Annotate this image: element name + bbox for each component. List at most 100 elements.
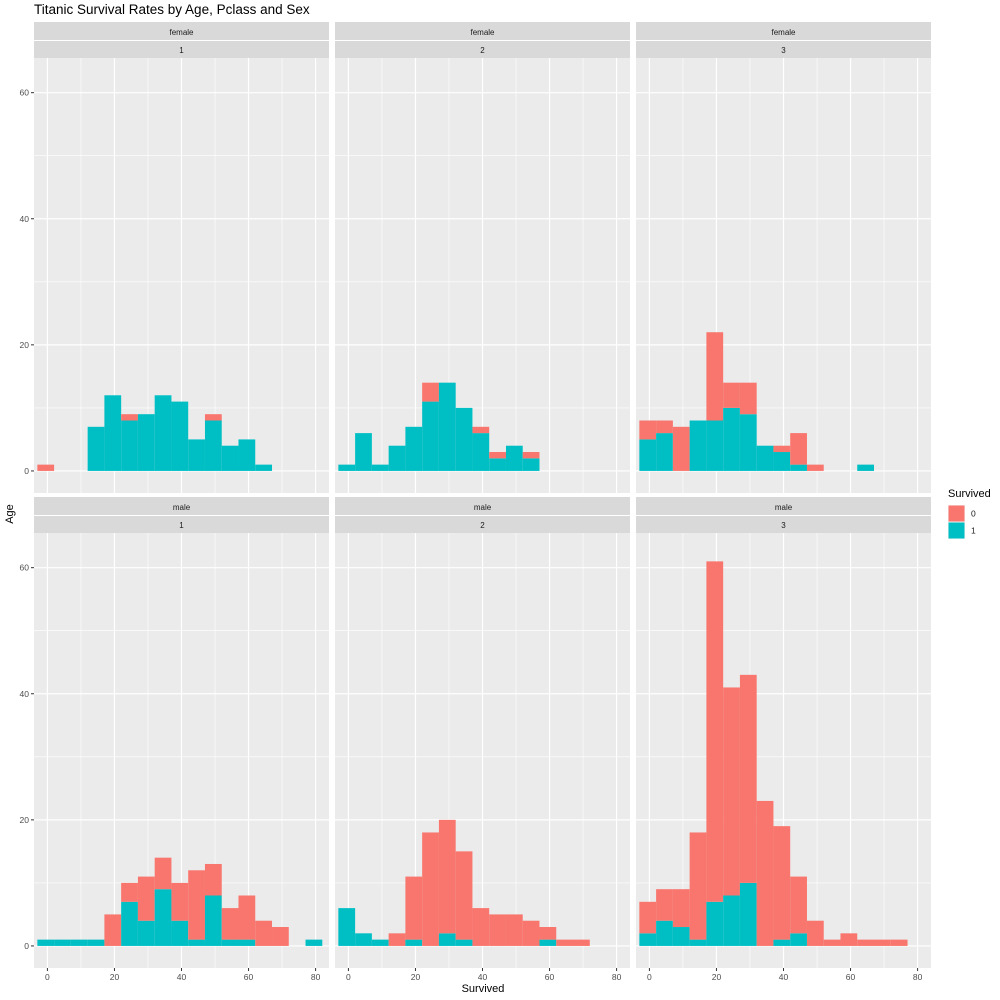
x-tick-label: 0 bbox=[45, 972, 50, 982]
bar-survived-1 bbox=[539, 939, 557, 946]
bar-survived-0 bbox=[556, 939, 574, 946]
bar-survived-1 bbox=[790, 464, 807, 471]
facet-panel-female-2: female 2 bbox=[335, 22, 630, 493]
bar-survived-1 bbox=[773, 939, 791, 946]
y-tick-label: 60 bbox=[20, 88, 30, 98]
bar-survived-0 bbox=[137, 876, 155, 921]
bar-survived-0 bbox=[773, 826, 791, 940]
bar-survived-1 bbox=[405, 939, 423, 946]
strip-label-pclass: 1 bbox=[179, 46, 184, 55]
bar-survived-0 bbox=[238, 895, 256, 940]
facet-panel-female-3: female 3 bbox=[636, 22, 931, 493]
y-tick-label: 60 bbox=[20, 563, 30, 573]
bar-survived-1 bbox=[154, 889, 172, 946]
bar-survived-0 bbox=[706, 561, 724, 902]
bar-survived-0 bbox=[438, 819, 456, 934]
x-tick-label: 60 bbox=[846, 972, 856, 982]
strip-label-sex: female bbox=[771, 28, 796, 37]
legend: Survived 0 1 bbox=[948, 488, 991, 539]
bar-survived-0 bbox=[790, 433, 807, 465]
bar-survived-0 bbox=[773, 445, 791, 453]
bar-survived-1 bbox=[355, 933, 372, 946]
bar-survived-1 bbox=[121, 901, 138, 946]
bar-survived-0 bbox=[739, 674, 757, 883]
bar-survived-1 bbox=[221, 939, 239, 946]
bar-survived-0 bbox=[221, 908, 239, 940]
bar-survived-0 bbox=[790, 876, 807, 934]
bar-survived-0 bbox=[472, 426, 490, 434]
bar-survived-0 bbox=[706, 332, 724, 421]
bar-survived-0 bbox=[656, 420, 673, 434]
x-tick-label: 60 bbox=[545, 972, 555, 982]
bar-survived-0 bbox=[37, 464, 55, 471]
bar-survived-1 bbox=[405, 426, 423, 471]
bar-survived-0 bbox=[689, 832, 707, 940]
bar-survived-1 bbox=[171, 401, 189, 471]
bar-survived-1 bbox=[70, 939, 88, 946]
bar-survived-0 bbox=[672, 889, 690, 928]
x-tick-label: 40 bbox=[177, 972, 187, 982]
bar-survived-1 bbox=[756, 445, 774, 471]
bar-survived-1 bbox=[137, 414, 155, 471]
bar-survived-1 bbox=[255, 464, 273, 471]
y-axis-title: Age bbox=[4, 504, 16, 524]
y-tick-label: 20 bbox=[20, 340, 30, 350]
facet-panels: female10204060female2female3male10204060… bbox=[20, 22, 931, 982]
x-tick-label: 40 bbox=[478, 972, 488, 982]
bar-survived-0 bbox=[823, 939, 841, 946]
bar-survived-1 bbox=[188, 939, 205, 946]
bar-survived-0 bbox=[840, 933, 858, 946]
bar-survived-1 bbox=[689, 939, 707, 946]
bar-survived-1 bbox=[371, 939, 389, 946]
bar-survived-0 bbox=[204, 863, 222, 896]
bar-survived-1 bbox=[221, 445, 239, 471]
bar-survived-0 bbox=[672, 426, 690, 471]
bar-survived-1 bbox=[656, 433, 673, 471]
bar-survived-0 bbox=[756, 800, 774, 946]
bar-survived-1 bbox=[238, 439, 256, 471]
strip-label-sex: female bbox=[169, 28, 194, 37]
strip-label-pclass: 3 bbox=[781, 521, 786, 530]
chart-title: Titanic Survival Rates by Age, Pclass an… bbox=[34, 2, 310, 17]
bar-survived-0 bbox=[422, 832, 439, 946]
x-tick-label: 0 bbox=[647, 972, 652, 982]
bar-survived-1 bbox=[121, 420, 138, 471]
x-tick-label: 80 bbox=[612, 972, 622, 982]
bar-survived-0 bbox=[489, 452, 506, 459]
bar-survived-0 bbox=[272, 927, 289, 946]
bar-survived-1 bbox=[773, 452, 791, 471]
bar-survived-0 bbox=[204, 414, 222, 421]
bar-survived-0 bbox=[121, 414, 138, 421]
bar-survived-1 bbox=[188, 439, 205, 471]
bar-survived-1 bbox=[438, 382, 456, 471]
bar-survived-1 bbox=[154, 395, 172, 471]
bar-survived-0 bbox=[255, 920, 273, 946]
bar-survived-1 bbox=[723, 407, 740, 471]
bar-survived-1 bbox=[723, 895, 740, 946]
bar-survived-1 bbox=[706, 901, 724, 946]
y-tick-label: 40 bbox=[20, 689, 30, 699]
bar-survived-1 bbox=[87, 939, 105, 946]
bar-survived-1 bbox=[656, 920, 673, 946]
bar-survived-1 bbox=[639, 933, 657, 946]
legend-label: 1 bbox=[971, 526, 976, 536]
x-tick-label: 20 bbox=[110, 972, 120, 982]
legend-title: Survived bbox=[948, 488, 991, 500]
strip-label-sex: male bbox=[775, 503, 793, 512]
y-tick-label: 20 bbox=[20, 815, 30, 825]
strip-label-pclass: 2 bbox=[480, 521, 485, 530]
x-tick-label: 60 bbox=[244, 972, 254, 982]
facet-panel-male-1: male 1 0 20 40 60 0 20 40 60 80 bbox=[20, 497, 329, 982]
bar-survived-1 bbox=[706, 420, 724, 471]
bar-survived-0 bbox=[104, 914, 122, 946]
bar-survived-1 bbox=[338, 464, 356, 471]
bar-survived-1 bbox=[672, 927, 690, 946]
bar-survived-1 bbox=[305, 939, 323, 946]
bar-survived-0 bbox=[739, 382, 757, 415]
bar-survived-0 bbox=[857, 939, 875, 946]
bar-survived-1 bbox=[505, 445, 523, 471]
bar-survived-0 bbox=[639, 901, 657, 934]
y-tick-label: 0 bbox=[24, 941, 29, 951]
